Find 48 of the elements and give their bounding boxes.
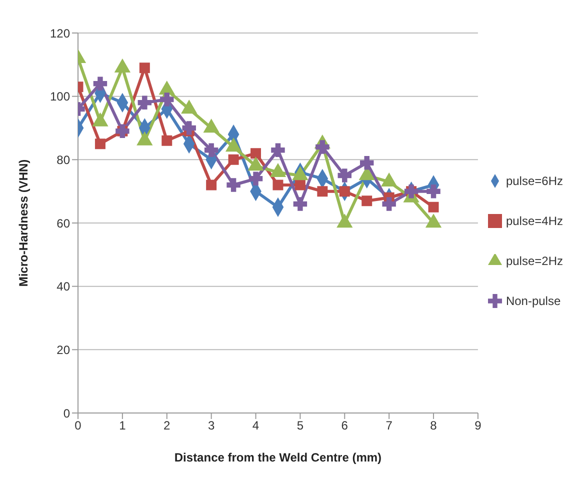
point <box>226 178 240 192</box>
point <box>250 148 261 159</box>
point <box>206 180 217 190</box>
point <box>94 138 106 150</box>
point <box>294 180 306 190</box>
x-tick-label: 0 <box>74 418 82 433</box>
x-axis-title: Distance from the Weld Centre (mm) <box>174 450 382 465</box>
legend-label: pulse=4Hz <box>506 214 563 228</box>
point <box>317 186 328 197</box>
x-tick-label: 1 <box>119 418 126 433</box>
point <box>139 62 150 74</box>
x-tick-label: 3 <box>208 418 215 433</box>
point <box>204 143 218 158</box>
point <box>138 96 152 110</box>
y-tick-label: 120 <box>50 26 70 40</box>
x-tick-label: 8 <box>430 418 438 433</box>
point <box>272 180 284 190</box>
point <box>162 135 172 146</box>
y-tick-label: 0 <box>63 406 70 420</box>
point <box>248 172 263 186</box>
point <box>182 121 196 135</box>
x-tick-label: 6 <box>341 418 348 433</box>
point <box>382 197 396 211</box>
point <box>360 156 374 170</box>
legend-label: pulse=6Hz <box>506 174 563 188</box>
legend-label: Non-pulse <box>506 294 561 308</box>
point <box>271 143 285 158</box>
point <box>316 140 330 154</box>
x-tick-label: 9 <box>474 418 482 433</box>
y-tick-label: 20 <box>56 342 70 357</box>
point <box>293 197 308 211</box>
y-tick-label: 40 <box>56 280 70 294</box>
point <box>426 184 440 198</box>
y-tick-label: 60 <box>56 216 70 230</box>
point <box>228 154 239 165</box>
y-tick-label: 100 <box>50 90 70 104</box>
point <box>338 168 352 182</box>
point <box>93 76 108 91</box>
legend-label: pulse=2Hz <box>506 254 563 268</box>
x-tick-label: 5 <box>296 418 304 433</box>
x-tick-label: 4 <box>252 418 260 433</box>
y-tick-label: 80 <box>56 152 70 167</box>
x-tick-label: 2 <box>164 418 171 433</box>
point <box>428 202 439 212</box>
y-axis-title: Micro-Hardness (VHN) <box>16 159 30 287</box>
x-tick-label: 7 <box>386 418 393 433</box>
point <box>160 92 174 106</box>
point <box>362 196 372 206</box>
